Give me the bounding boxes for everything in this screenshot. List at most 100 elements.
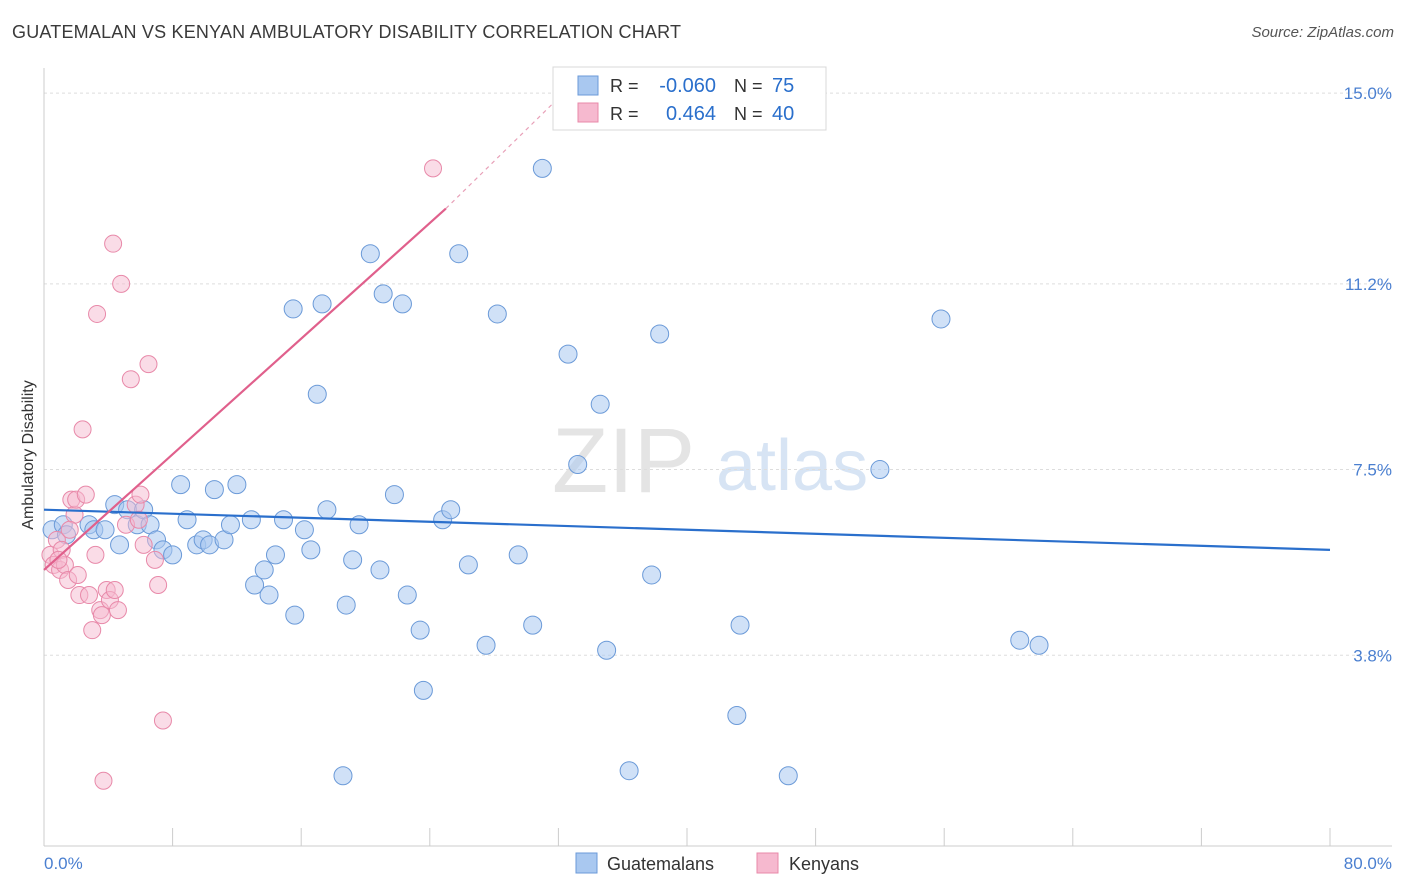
kenyan-point — [83, 621, 102, 640]
legend-r-label-2: R = — [610, 104, 639, 124]
guatemalan-point — [384, 485, 404, 505]
guatemalan-point — [397, 585, 417, 605]
y-tick-labels: 3.8% 7.5% 11.2% 15.0% — [1344, 84, 1392, 665]
kenyan-point — [73, 420, 92, 439]
guatemalan-point — [312, 294, 332, 314]
guatemalan-point — [730, 615, 750, 635]
legend-r-value-2: 0.464 — [666, 103, 716, 125]
kenyan-point — [112, 274, 131, 293]
guatemalan-point — [931, 309, 951, 329]
guatemalan-point — [245, 575, 265, 595]
legend-swatch-guatemalans — [577, 75, 599, 96]
kenyan-point — [131, 485, 150, 504]
guatemalan-point — [241, 510, 261, 530]
kenyan-point — [92, 606, 111, 625]
kenyan-point — [49, 550, 68, 569]
guatemalan-point — [410, 620, 430, 640]
kenyan-point — [108, 601, 127, 620]
guatemalan-point — [317, 500, 337, 520]
guatemalan-point — [523, 615, 543, 635]
guatemalan-point — [458, 555, 478, 575]
watermark: ZIP atlas — [552, 410, 868, 512]
guatemalan-point — [449, 244, 469, 264]
guatemalan-point — [487, 304, 507, 324]
x-tick-label-max: 80.0% — [1344, 854, 1392, 873]
kenyan-point — [153, 711, 172, 730]
guatemalan-point — [285, 605, 305, 625]
guatemalan-point — [590, 394, 610, 414]
guatemalan-point — [642, 565, 662, 585]
guatemalan-point — [301, 540, 321, 560]
guatemalan-point — [508, 545, 528, 565]
guatemalan-point — [220, 515, 240, 535]
guatemalan-point — [110, 535, 130, 555]
legend-r-value-1: -0.060 — [659, 75, 716, 97]
guatemalan-point — [163, 545, 183, 565]
guatemalan-point — [532, 158, 552, 178]
guatemalan-point — [1029, 635, 1049, 655]
trend-line-kenyans — [43, 207, 447, 571]
y-tick-label: 3.8% — [1353, 646, 1392, 665]
kenyan-point — [134, 535, 153, 554]
guatemalan-point — [568, 455, 588, 475]
kenyan-point — [86, 545, 105, 564]
guatemalan-point — [370, 560, 390, 580]
guatemalan-point — [274, 510, 294, 530]
bottom-legend-label-guatemalans: Guatemalans — [607, 854, 714, 874]
bottom-legend-swatch-guatemalans — [575, 852, 598, 874]
series-kenyans — [41, 159, 443, 790]
series-guatemalans — [42, 158, 1049, 786]
kenyan-point — [139, 355, 158, 374]
guatemalan-point — [558, 344, 578, 364]
guatemalan-point — [254, 560, 274, 580]
legend-r-label-1: R = — [610, 76, 639, 96]
y-tick-label: 7.5% — [1353, 461, 1392, 480]
kenyan-point — [145, 550, 164, 569]
kenyan-point — [60, 520, 79, 539]
guatemalan-point — [619, 761, 639, 781]
kenyan-point — [88, 304, 107, 323]
guatemalan-point — [1010, 630, 1030, 650]
guatemalan-point — [441, 500, 461, 520]
guatemalan-point — [259, 585, 279, 605]
legend-n-value-2: 40 — [772, 103, 794, 125]
kenyan-point — [121, 370, 140, 389]
stats-legend: R = -0.060 N = 75 R = 0.464 N = 40 — [552, 66, 827, 131]
guatemalan-point — [283, 299, 303, 319]
guatemalan-point — [413, 680, 433, 700]
guatemalan-point — [294, 520, 314, 540]
chart-title: GUATEMALAN VS KENYAN AMBULATORY DISABILI… — [12, 22, 682, 42]
guatemalan-point — [597, 640, 617, 660]
kenyan-point — [94, 771, 113, 790]
grid-lines — [44, 92, 1392, 656]
guatemalan-point — [650, 324, 670, 344]
guatemalan-point — [333, 766, 353, 786]
y-tick-label: 15.0% — [1344, 84, 1392, 103]
legend-n-label-2: N = — [734, 104, 763, 124]
guatemalan-point — [204, 480, 224, 500]
guatemalan-point — [870, 460, 890, 480]
kenyan-point — [105, 581, 124, 600]
bottom-legend-label-kenyans: Kenyans — [789, 854, 859, 874]
chart-source: Source: ZipAtlas.com — [1251, 24, 1394, 41]
kenyan-point — [424, 159, 443, 178]
bottom-legend-swatch-kenyans — [756, 852, 779, 874]
guatemalan-point — [171, 475, 191, 495]
y-axis-label: Ambulatory Disability — [20, 380, 37, 529]
kenyan-point — [149, 575, 168, 594]
guatemalan-point — [336, 595, 356, 615]
legend-swatch-kenyans — [577, 102, 599, 123]
guatemalan-point — [778, 766, 798, 786]
kenyan-point — [104, 234, 123, 253]
guatemalan-point — [307, 384, 327, 404]
y-tick-label: 11.2% — [1345, 275, 1392, 294]
x-tick-label-min: 0.0% — [44, 854, 83, 873]
guatemalan-point — [392, 294, 412, 314]
legend-n-label-1: N = — [734, 76, 763, 96]
kenyan-point — [129, 510, 148, 529]
guatemalan-point — [343, 550, 363, 570]
trend-line-kenyans-extension — [445, 97, 559, 209]
x-ticks — [43, 828, 1331, 846]
guatemalan-point — [476, 635, 496, 655]
